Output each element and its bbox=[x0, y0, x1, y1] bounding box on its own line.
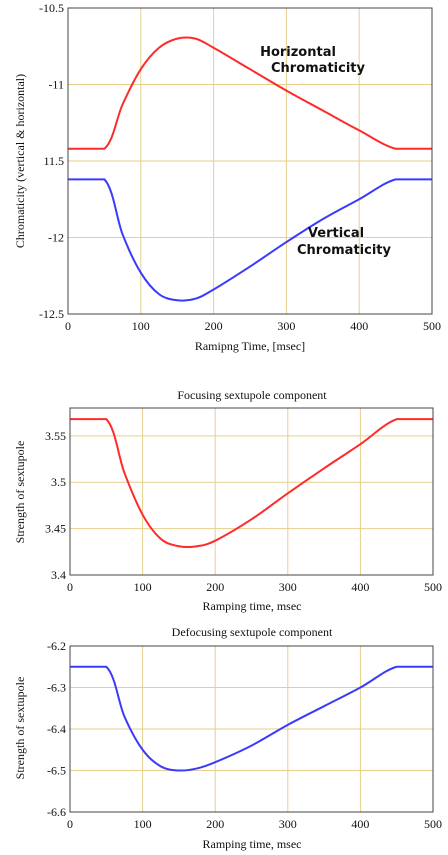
x-tick-label: 0 bbox=[65, 319, 71, 333]
x-tick-label: 300 bbox=[277, 319, 295, 333]
y-tick-label: 3.5 bbox=[51, 475, 66, 489]
x-tick-label: 400 bbox=[351, 817, 369, 831]
series-line-1 bbox=[70, 418, 433, 549]
y-axis-label: Strength of sextupole bbox=[13, 677, 27, 780]
y-tick-label: -6.5 bbox=[47, 764, 66, 778]
y-axis-label: Strength of sextupole bbox=[13, 441, 27, 544]
series-line-2 bbox=[68, 178, 432, 302]
focusing-sextupole-chart: Focusing sextupole component 0 100 200 300 4… bbox=[13, 388, 442, 613]
x-tick-label: 400 bbox=[351, 580, 369, 594]
x-tick-label: 100 bbox=[134, 817, 152, 831]
horizontal-annotation-line-1: Horizontal bbox=[260, 45, 336, 60]
y-tick-label: 11.5 bbox=[43, 154, 64, 168]
y-tick-label: 3.55 bbox=[45, 429, 66, 443]
chart-title: Defocusing sextupole component bbox=[172, 625, 333, 639]
defocusing-sextupole-chart: Defocusing sextupole component 0 100 200 30… bbox=[13, 625, 442, 851]
y-axis-label: Chromaticity (vertical & horizontal) bbox=[13, 74, 27, 248]
y-tick-label: -6.3 bbox=[47, 681, 66, 695]
y-tick-label: -12.5 bbox=[39, 307, 64, 321]
vertical-annotation-line-1: Vertical bbox=[308, 226, 364, 241]
horizontal-annotation-line-2: Chromaticity bbox=[271, 61, 366, 76]
y-tick-label: -6.4 bbox=[47, 722, 66, 736]
plot-frame bbox=[69, 645, 434, 813]
series-line-1 bbox=[70, 665, 433, 772]
x-tick-label: 200 bbox=[205, 319, 223, 333]
x-tick-label: 500 bbox=[424, 817, 442, 831]
x-tick-label: 300 bbox=[279, 817, 297, 831]
x-tick-label: 200 bbox=[206, 817, 224, 831]
chromaticity-chart: 0 100 200 300 400 500 -10.5 -11 11.5 -12 -12.5 Ram… bbox=[13, 1, 441, 353]
x-axis-label: Ramping time, msec bbox=[203, 837, 302, 851]
x-tick-label: 500 bbox=[423, 319, 441, 333]
x-tick-label: 0 bbox=[67, 580, 73, 594]
x-axis-label: Ramping time, msec bbox=[203, 599, 302, 613]
x-tick-label: 300 bbox=[279, 580, 297, 594]
x-tick-label: 500 bbox=[424, 580, 442, 594]
y-tick-label: -10.5 bbox=[39, 1, 64, 15]
x-axis-label: Ramipng Time, [msec] bbox=[195, 339, 305, 353]
x-tick-label: 200 bbox=[206, 580, 224, 594]
y-tick-label: 3.45 bbox=[45, 522, 66, 536]
series-line-1 bbox=[68, 36, 432, 150]
plot-frame bbox=[67, 7, 433, 315]
chart-title: Focusing sextupole component bbox=[177, 388, 327, 402]
y-tick-label: -6.6 bbox=[47, 805, 66, 819]
y-tick-label: 3.4 bbox=[51, 568, 66, 582]
x-tick-label: 0 bbox=[67, 817, 73, 831]
x-tick-label: 100 bbox=[134, 580, 152, 594]
y-tick-label: -12 bbox=[48, 231, 64, 245]
x-tick-label: 400 bbox=[350, 319, 368, 333]
vertical-annotation-line-2: Chromaticity bbox=[297, 243, 392, 258]
y-tick-label: -11 bbox=[48, 78, 64, 92]
plot-frame bbox=[69, 407, 434, 576]
y-tick-label: -6.2 bbox=[47, 639, 66, 653]
x-tick-label: 100 bbox=[132, 319, 150, 333]
